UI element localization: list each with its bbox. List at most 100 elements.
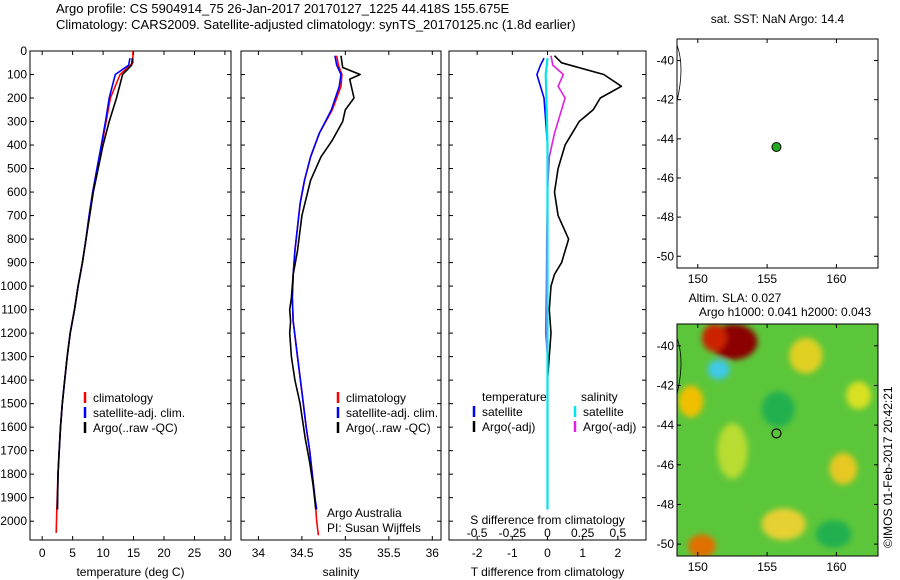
sla-map-y-tick-label: -40 (657, 339, 675, 353)
sla-map-y-tick-label: -46 (657, 458, 675, 472)
difference-T-x-tick-label: -2 (472, 546, 483, 560)
difference-S-tick-label: 0 (544, 526, 551, 540)
temperature-y-tick-label: 400 (7, 138, 27, 152)
temperature-y-tick-label: 1900 (0, 491, 27, 505)
difference-series-2 (546, 55, 623, 510)
difference-S-tick-label: 0.5 (610, 526, 627, 540)
sla-feature-4 (678, 385, 704, 418)
temperature-y-tick-label: 300 (7, 115, 27, 129)
temperature-x-tick-label: 15 (127, 546, 141, 560)
sla-feature-8 (717, 423, 748, 479)
diff-legend-sal-argo-label: Argo(-adj) (583, 420, 636, 434)
temperature-x-tick-label: 5 (69, 546, 76, 560)
temperature-series-3 (56, 58, 134, 510)
difference-series-4 (544, 55, 566, 510)
temperature-y-tick-label: 500 (7, 162, 27, 176)
sla-map-frame (676, 323, 879, 557)
temperature-y-tick-label: 1300 (0, 350, 27, 364)
sst-map-frame (676, 38, 879, 269)
sst-coastline (676, 44, 682, 102)
temperature-y-tick-label: 1600 (0, 420, 27, 434)
difference-T-label: T difference from climatology (471, 565, 625, 579)
temperature-x-tick-label: 30 (218, 546, 232, 560)
sst-map-x-tick-label: 155 (757, 272, 777, 286)
temperature-y-tick-label: 700 (7, 209, 27, 223)
sla-blobs (678, 324, 872, 556)
sla-feature-9 (761, 508, 806, 541)
sst-map-y-tick-label: -50 (657, 249, 675, 263)
salinity-x-tick-label: 35 (339, 546, 353, 560)
salinity-x-tick-label: 35.5 (377, 546, 401, 560)
temperature-y-tick-label: 1000 (0, 279, 27, 293)
title-line-2: Climatology: CARS2009. Satellite-adjuste… (56, 17, 576, 32)
difference-T-x-tick-label: -1 (507, 546, 518, 560)
difference-T-x-tick-label: 2 (615, 546, 622, 560)
sla-feature-3 (707, 359, 730, 380)
sla-feature-12 (815, 520, 852, 549)
temperature-y-tick-label: 800 (7, 232, 27, 246)
sst-map-title: sat. SST: NaN Argo: 14.4 (711, 12, 845, 26)
temperature-series-1 (55, 51, 134, 533)
temperature-y-tick-label: 1500 (0, 397, 27, 411)
sla-heatmap (677, 324, 878, 556)
sla-map-y-tick-label: -44 (657, 418, 675, 432)
sla-map-x-tick-label: 160 (826, 560, 846, 574)
temperature-series-2 (56, 57, 131, 510)
salinity-series-3 (288, 55, 361, 510)
sst-map-x-tick-label: 150 (688, 272, 708, 286)
temperature-y-tick-label: 200 (7, 91, 27, 105)
sst-map-y-tick-label: -46 (657, 171, 675, 185)
diff-legend-temp-title: temperature (482, 390, 547, 404)
temperature-legend-1-label: climatology (93, 391, 153, 405)
temperature-x-tick-label: 0 (39, 546, 46, 560)
sla-map-x-tick-label: 150 (688, 560, 708, 574)
salinity-legend-3-label: Argo(..raw -QC) (346, 421, 431, 435)
sla-argo-marker (771, 428, 782, 439)
salinity-frame (240, 50, 442, 541)
diff-legend-sal-title: salinity (581, 390, 618, 404)
difference-T-x-tick-label: 0 (544, 546, 551, 560)
temperature-legend-2-label: satellite-adj. clim. (93, 406, 185, 420)
difference-T-x-tick-label: 1 (579, 546, 586, 560)
temperature-x-tick-label: 10 (96, 546, 110, 560)
temperature-legend-3-label: Argo(..raw -QC) (93, 421, 178, 435)
salinity-x-tick-label: 34.5 (290, 546, 314, 560)
temperature-y-tick-label: 900 (7, 256, 27, 270)
sla-map-y-tick-label: -50 (657, 537, 675, 551)
sla-map-y-tick-label: -48 (657, 497, 675, 511)
sla-map-y-tick-label: -42 (657, 378, 675, 392)
salinity-xlabel: salinity (323, 565, 360, 579)
sla-feature-5 (789, 337, 823, 374)
difference-S-tick-label: -0.5 (467, 526, 488, 540)
temperature-x-tick-label: 25 (188, 546, 202, 560)
pi-note: PI: Susan Wijffels (327, 521, 421, 535)
temperature-xlabel: temperature (deg C) (76, 565, 184, 579)
sla-coastline (676, 337, 682, 395)
temperature-y-tick-label: 600 (7, 185, 27, 199)
difference-S-tick-label: -0.25 (499, 526, 527, 540)
sla-feature-10 (688, 534, 716, 556)
diff-legend-temp-sat-label: satellite (482, 405, 523, 419)
sla-feature-7 (829, 452, 858, 485)
temperature-y-tick-label: 1400 (0, 373, 27, 387)
diff-legend-sal-sat-label: satellite (583, 405, 624, 419)
sst-map-y-tick-label: -48 (657, 210, 675, 224)
salinity-series-1 (291, 55, 343, 536)
sst-argo-marker (771, 142, 782, 153)
sla-map-x-tick-label: 155 (757, 560, 777, 574)
salinity-x-tick-label: 34 (252, 546, 266, 560)
difference-S-label: S difference from climatology (470, 513, 625, 527)
difference-series-3 (544, 57, 549, 510)
sla-feature-6 (846, 381, 872, 410)
sst-map-y-tick-label: -40 (657, 54, 675, 68)
salinity-legend-1-label: climatology (346, 391, 406, 405)
salinity-legend-2-label: satellite-adj. clim. (346, 406, 438, 420)
temperature-y-tick-label: 1100 (1, 303, 27, 317)
temperature-x-tick-label: 20 (157, 546, 171, 560)
salinity-series-2 (291, 55, 342, 510)
temperature-frame (29, 50, 232, 541)
salinity-x-tick-label: 36 (426, 546, 440, 560)
sla-feature-2 (701, 324, 727, 352)
temperature-y-tick-label: 100 (7, 68, 27, 82)
